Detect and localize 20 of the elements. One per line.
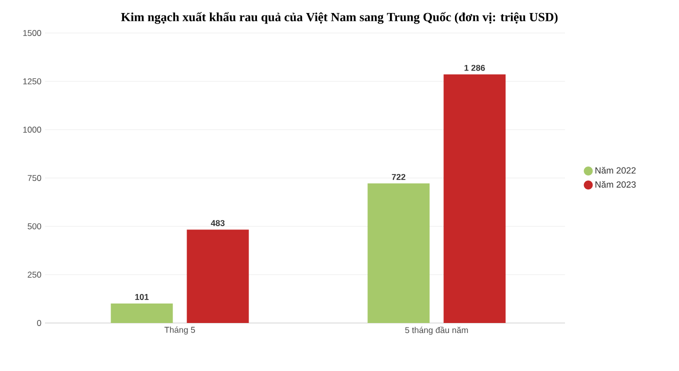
bar bbox=[186, 230, 249, 323]
y-tick-label: 1500 bbox=[23, 30, 42, 36]
bar bbox=[110, 303, 173, 323]
data-label: 483 bbox=[210, 220, 225, 226]
y-tick-label: 750 bbox=[28, 175, 42, 181]
x-tick-label: 5 tháng đầu năm bbox=[405, 326, 468, 335]
y-tick-label: 1250 bbox=[23, 78, 42, 84]
data-label: 101 bbox=[135, 294, 149, 300]
data-label: 1 286 bbox=[464, 64, 485, 71]
y-tick-label: 0 bbox=[37, 320, 42, 326]
y-tick-label: 500 bbox=[28, 223, 42, 230]
bar bbox=[444, 74, 506, 323]
data-label: 722 bbox=[392, 174, 406, 180]
legend-label: Năm 2022 bbox=[595, 166, 636, 174]
legend-label: Năm 2023 bbox=[595, 180, 636, 188]
y-tick-label: 250 bbox=[28, 272, 42, 278]
y-tick-label: 1000 bbox=[23, 126, 42, 133]
bar bbox=[368, 183, 430, 323]
chart-title: Kim ngạch xuất khẩu rau quả của Việt Nam sang Trung Quốc (đơn vị: triệu USD) bbox=[121, 12, 558, 24]
x-tick-label: Tháng 5 bbox=[164, 326, 195, 335]
